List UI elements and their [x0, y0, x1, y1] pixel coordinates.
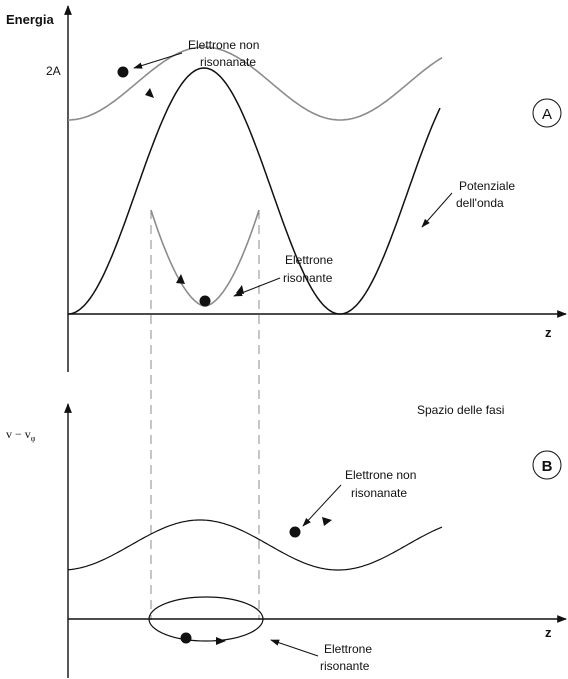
y-axis-label-energy: Energia — [6, 12, 54, 27]
non-resonant-label-b-line2: risonanate — [351, 486, 407, 500]
pointer-arrow-icon — [302, 484, 342, 527]
resonant-electron-a — [199, 295, 211, 307]
tick-label-2a: 2A — [46, 64, 61, 78]
resonant-electron-b — [180, 632, 192, 644]
panel-a-badge: A — [532, 98, 562, 128]
resonant-label-b-line2: risonante — [320, 659, 370, 673]
wave-potential-label-line1: Potenziale — [459, 179, 515, 193]
x-axis-label-z-b: z — [545, 625, 552, 640]
pointer-arrow-icon — [233, 277, 281, 297]
non-resonant-electron-b — [289, 526, 301, 538]
phase-space-title: Spazio delle fasi — [417, 403, 504, 417]
pointer-arrow-icon — [133, 52, 183, 69]
resonant-label-a-line2: risonante — [283, 271, 333, 285]
x-axis-label-z-a: z — [545, 325, 552, 340]
resonant-orbit — [148, 596, 264, 642]
non-resonant-trajectory-b — [67, 519, 443, 571]
pointer-arrow-icon — [421, 192, 453, 228]
resonant-label-b-line1: Elettrone — [324, 642, 372, 656]
wave-potential-label-line2: dell'onda — [456, 196, 504, 210]
trajectory-arrow-icon — [145, 88, 154, 98]
wave-potential-curve — [67, 67, 441, 315]
pointer-arrow-icon — [270, 639, 319, 657]
trajectory-arrow-icon — [322, 517, 332, 526]
non-resonant-electron-a — [117, 66, 129, 78]
panel-b-badge: B — [532, 450, 562, 480]
panel-a: Energia 2A z A Elettrone non risonanate … — [6, 5, 567, 620]
panel-b: v − vφ z Spazio delle fasi B Elettrone n… — [6, 403, 567, 678]
trajectory-arrow-icon — [216, 637, 226, 645]
y-axis-label-velocity: v − vφ — [6, 427, 36, 443]
non-resonant-label-a-line2: risonanate — [200, 55, 256, 69]
resonant-label-a-line1: Elettrone — [285, 253, 333, 267]
y-axis-label-subscript: φ — [31, 434, 36, 443]
trajectory-arrow-icon — [176, 274, 185, 284]
non-resonant-label-a-line1: Elettrone non — [188, 38, 259, 52]
panel-b-badge-letter: B — [542, 458, 553, 475]
panel-a-badge-letter: A — [542, 106, 552, 123]
non-resonant-label-b-line1: Elettrone non — [345, 468, 416, 482]
non-resonant-trajectory-a — [68, 46, 443, 121]
